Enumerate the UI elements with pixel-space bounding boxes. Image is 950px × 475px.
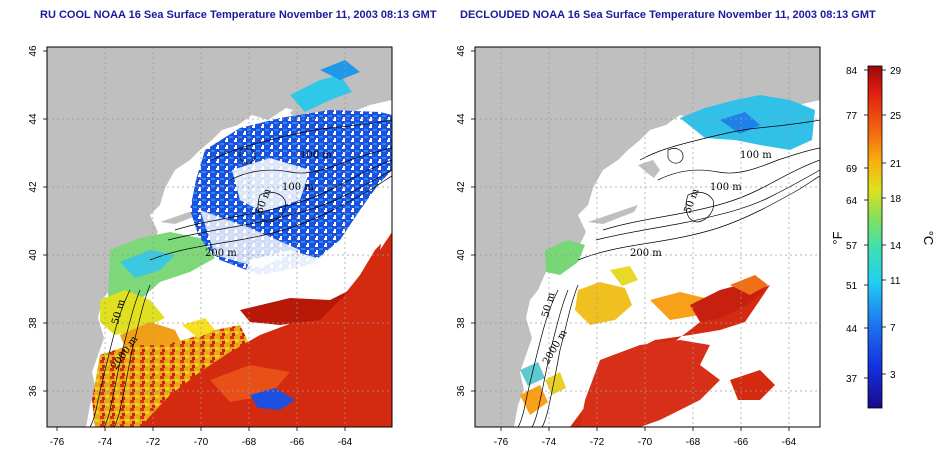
lat-tick-label: 38 [456,317,467,329]
lat-tick-label: 40 [456,249,467,261]
left-x-axis [56,427,346,431]
green-coastal-band [108,232,215,312]
lon-tick-label: -76 [50,437,65,448]
lon-tick-label: -70 [638,437,653,448]
celsius-tick-label: 14 [890,241,902,252]
bathymetry-contours [89,119,392,427]
lat-tick-label: 46 [456,45,467,57]
lat-tick-label: 38 [28,317,39,329]
fahrenheit-tick-label: 37 [846,374,858,385]
contour-label: 100 m [300,150,332,161]
celsius-unit-label: °C [921,231,936,246]
celsius-tick-label: 29 [890,66,902,77]
lon-tick-label: -64 [338,437,353,448]
right-map-panel [475,47,820,427]
left-y-axis [43,50,47,392]
celsius-tick-label: 7 [890,323,896,334]
lat-lon-grid [47,47,392,427]
land-mass [47,47,392,427]
lon-tick-label: -72 [146,437,161,448]
fahrenheit-tick-label: 57 [846,241,858,252]
lat-tick-label: 46 [28,45,39,57]
temperature-colorbar: 84 77 69 64 57 51 44 37 29 25 21 18 14 1… [830,65,936,409]
right-map-frame [474,46,821,428]
right-x-tick-labels: -76 -74 -72 -70 -68 -66 -64 [494,437,797,448]
fahrenheit-unit-label: °F [830,231,845,244]
land-mass [475,47,820,427]
contour-label: 200 m [630,248,662,259]
lon-tick-label: -70 [194,437,209,448]
green-coastal-band [545,240,585,275]
lon-tick-label: -72 [590,437,605,448]
fahrenheit-tick-label: 84 [846,66,858,77]
lat-tick-label: 40 [28,249,39,261]
lat-lon-grid [475,47,820,427]
right-y-axis [471,50,475,392]
celsius-tick-label: 21 [890,159,902,170]
lat-tick-label: 42 [28,181,39,193]
contour-label: 200 m [205,248,237,259]
celsius-tick-label: 25 [890,111,902,122]
celsius-tick-label: 3 [890,370,896,381]
contour-label: 100 m [740,150,772,161]
lat-tick-label: 44 [28,113,39,125]
left-y-tick-labels: 36 38 40 42 44 46 [28,45,39,397]
right-panel-title: DECLOUDED NOAA 16 Sea Surface Temperatur… [460,9,876,21]
lon-tick-label: -68 [242,437,257,448]
left-panel-title: RU COOL NOAA 16 Sea Surface Temperature … [40,9,437,21]
fahrenheit-tick-label: 51 [846,281,858,292]
lon-tick-label: -64 [782,437,797,448]
colorbar-gradient [867,65,883,409]
lat-tick-label: 44 [456,113,467,125]
contour-label: 100 m [282,182,314,193]
fahrenheit-tick-label: 44 [846,324,858,335]
contour-label: 100 m [710,182,742,193]
lon-tick-label: -76 [494,437,509,448]
celsius-tick-label: 11 [890,276,901,287]
lon-tick-label: -66 [734,437,749,448]
fahrenheit-tick-label: 64 [846,196,858,207]
fahrenheit-tick-label: 77 [846,111,858,122]
lat-tick-label: 42 [456,181,467,193]
left-map-panel [47,47,392,427]
yellow-warm-patch [575,282,632,325]
cyan-patch-gulf-of-maine [290,75,352,112]
speckled-warm-region [92,325,250,427]
lon-tick-label: -74 [542,437,557,448]
right-x-axis [500,427,790,431]
lon-tick-label: -74 [98,437,113,448]
lat-tick-label: 36 [28,385,39,397]
lon-tick-label: -68 [686,437,701,448]
fahrenheit-tick-label: 69 [846,164,858,175]
lat-tick-label: 36 [456,385,467,397]
right-y-tick-labels: 36 38 40 42 44 46 [456,45,467,397]
lon-tick-label: -66 [290,437,305,448]
gulf-stream-warm [140,232,392,427]
left-map-frame [46,46,393,428]
bathymetry-contours [517,119,820,427]
left-x-tick-labels: -76 -74 -72 -70 -68 -66 -64 [50,437,353,448]
celsius-tick-label: 18 [890,194,902,205]
